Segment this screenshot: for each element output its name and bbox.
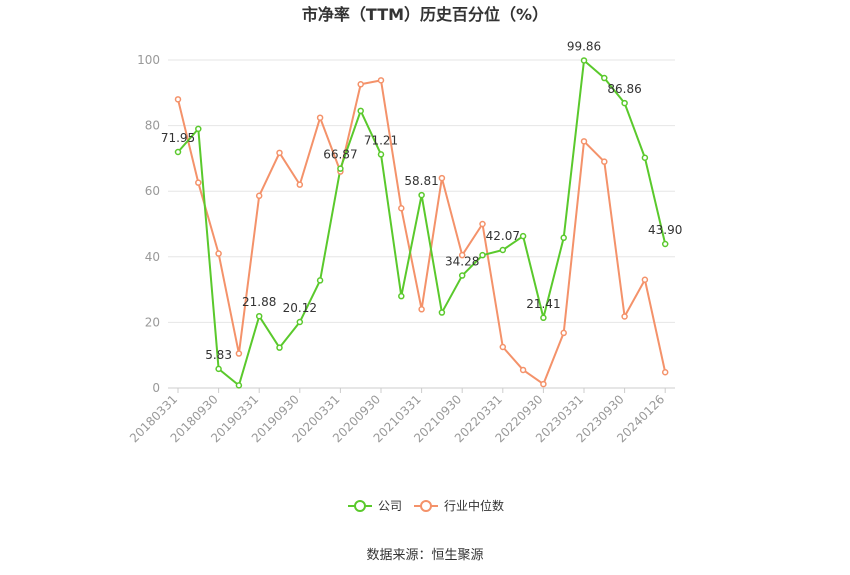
data-point-industry xyxy=(621,313,628,320)
data-point-company xyxy=(540,314,547,322)
data-point-company xyxy=(377,151,385,158)
data-point-company xyxy=(276,344,283,351)
data-label: 42.07 xyxy=(486,229,520,243)
data-point-company xyxy=(255,312,263,320)
data-point-industry xyxy=(398,205,405,212)
data-label: 58.81 xyxy=(404,174,438,188)
data-point-industry xyxy=(458,251,466,259)
y-tick-label: 60 xyxy=(145,184,160,198)
legend-marker-company xyxy=(354,500,366,512)
data-point-company xyxy=(296,318,304,326)
data-point-company xyxy=(621,99,628,107)
legend-item-industry[interactable]: 行业中位数 xyxy=(414,498,504,513)
data-label: 5.83 xyxy=(205,348,232,362)
data-point-company xyxy=(580,57,588,64)
data-point-industry xyxy=(276,149,283,157)
series-points xyxy=(174,57,669,389)
data-point-industry xyxy=(499,343,507,351)
data-point-industry xyxy=(215,250,222,257)
series-line-company xyxy=(177,59,667,387)
series-lines xyxy=(177,59,667,387)
data-point-company xyxy=(641,154,649,161)
data-point-industry xyxy=(540,380,547,388)
data-label: 99.86 xyxy=(567,39,601,53)
data-point-company xyxy=(316,277,324,284)
data-label: 34.28 xyxy=(445,255,479,269)
data-point-industry xyxy=(661,369,669,376)
data-point-industry xyxy=(195,179,202,186)
data-point-industry xyxy=(641,276,649,284)
data-point-company xyxy=(560,234,567,242)
legend-marker-industry xyxy=(420,500,432,512)
data-point-industry xyxy=(235,350,243,357)
data-label: 71.21 xyxy=(364,133,398,147)
chart-title: 市净率（TTM）历史百分位（%） xyxy=(302,5,548,24)
data-point-company xyxy=(519,232,527,240)
data-point-company xyxy=(215,365,222,373)
gridlines xyxy=(168,59,675,323)
y-tick-label: 40 xyxy=(145,250,160,264)
data-point-industry xyxy=(316,114,324,121)
y-tick-label: 100 xyxy=(137,53,160,67)
data-point-company xyxy=(479,251,486,259)
data-label: 43.90 xyxy=(648,223,682,237)
data-point-industry xyxy=(601,158,608,165)
data-point-company xyxy=(601,74,608,82)
data-label: 21.41 xyxy=(526,297,560,311)
data-label: 66.87 xyxy=(323,148,357,162)
data-point-industry xyxy=(560,329,567,337)
data-point-industry xyxy=(438,174,446,182)
data-point-industry xyxy=(519,366,527,374)
data-point-industry xyxy=(255,192,263,200)
data-label: 86.86 xyxy=(607,82,641,96)
data-point-industry xyxy=(377,77,385,84)
legend-label-company: 公司 xyxy=(378,499,402,513)
data-point-industry xyxy=(580,138,588,145)
data-label: 71.95 xyxy=(161,131,195,145)
y-tick-label: 0 xyxy=(152,381,160,395)
data-point-company xyxy=(337,165,344,172)
data-point-company xyxy=(398,292,405,300)
legend-item-company[interactable]: 公司 xyxy=(348,499,402,513)
data-point-industry xyxy=(479,220,486,228)
data-point-company xyxy=(418,191,425,199)
data-point-company xyxy=(661,240,669,248)
data-labels: 71.95 5.83 21.88 20.12 66.87 71.21 58.81 34.28 4… xyxy=(161,39,683,361)
data-point-company xyxy=(499,246,507,254)
data-point-company xyxy=(438,309,446,316)
y-tick-label: 80 xyxy=(145,119,160,133)
data-point-industry xyxy=(174,96,182,103)
y-tick-label: 20 xyxy=(145,315,160,329)
data-point-company xyxy=(195,125,202,133)
data-point-company xyxy=(458,272,466,279)
data-point-industry xyxy=(296,181,304,188)
data-point-company xyxy=(235,382,243,389)
legend[interactable]: 公司 行业中位数 xyxy=(348,498,504,513)
data-point-company xyxy=(357,107,364,115)
legend-label-industry: 行业中位数 xyxy=(444,498,504,513)
data-point-industry xyxy=(418,306,425,313)
data-label: 21.88 xyxy=(242,295,276,309)
data-point-company xyxy=(174,148,182,156)
data-label: 20.12 xyxy=(283,301,317,315)
data-point-industry xyxy=(357,81,364,88)
chart-source: 数据来源：恒生聚源 xyxy=(366,548,483,563)
